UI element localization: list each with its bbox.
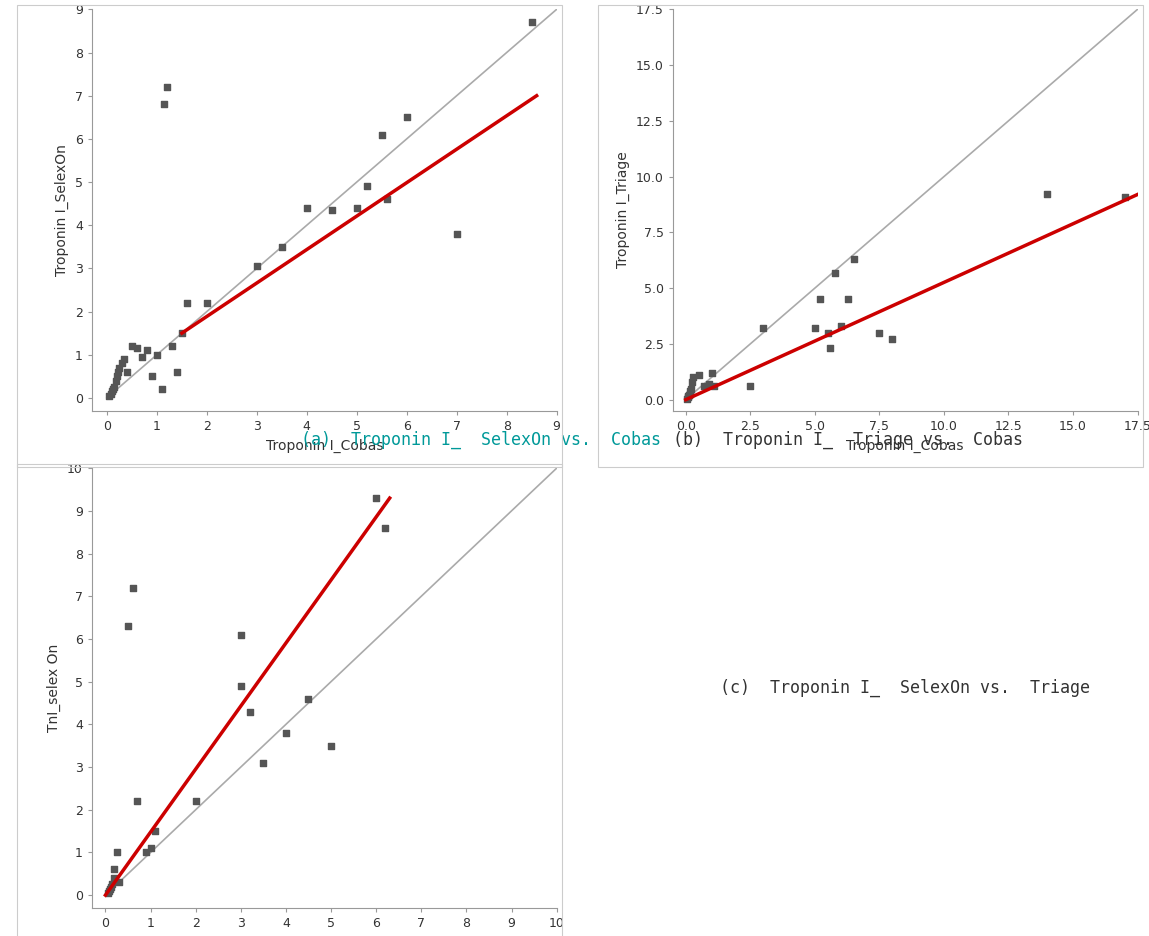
Point [681, 383, 700, 398]
Point [118, 619, 137, 634]
Point [198, 296, 216, 311]
Point [822, 341, 840, 356]
Point [103, 877, 122, 892]
Point [103, 382, 122, 397]
Text: (a)  Troponin I_  SelexOn vs.  Cobas: (a) Troponin I_ SelexOn vs. Cobas [301, 431, 662, 448]
Y-axis label: Troponin I_SelexOn: Troponin I_SelexOn [55, 144, 69, 276]
Point [248, 258, 267, 273]
Point [367, 490, 385, 505]
Point [681, 381, 700, 396]
Text: (c)  Troponin I_  SelexOn vs.  Triage: (c) Troponin I_ SelexOn vs. Triage [720, 679, 1090, 697]
Point [678, 391, 696, 406]
Point [754, 321, 772, 336]
Point [101, 881, 119, 896]
Point [685, 370, 703, 385]
Point [109, 364, 128, 379]
Point [168, 364, 186, 379]
Point [110, 875, 129, 890]
Y-axis label: Troponin I_Triage: Troponin I_Triage [616, 152, 631, 269]
Point [1116, 189, 1134, 204]
Point [323, 202, 341, 217]
Point [128, 794, 146, 809]
Point [142, 369, 161, 384]
Point [689, 368, 708, 383]
Point [99, 885, 117, 900]
Point [102, 386, 121, 401]
Point [679, 388, 697, 402]
Point [832, 318, 850, 333]
Point [100, 388, 118, 403]
Point [107, 373, 125, 388]
Point [299, 692, 317, 707]
Point [153, 382, 171, 397]
Point [115, 352, 133, 367]
Point [186, 794, 205, 809]
Point [148, 347, 167, 362]
Point [705, 379, 724, 394]
Point [172, 326, 191, 341]
Point [106, 862, 124, 877]
Point [818, 326, 836, 341]
Y-axis label: TnI_selex On: TnI_selex On [47, 644, 61, 732]
Point [146, 824, 164, 839]
Point [447, 227, 465, 241]
Point [123, 339, 141, 354]
Point [845, 252, 863, 267]
Point [398, 110, 416, 124]
Point [523, 15, 541, 30]
X-axis label: Troponin I_Cobas: Troponin I_Cobas [847, 438, 964, 453]
Point [157, 80, 176, 95]
Point [357, 179, 376, 194]
Point [695, 379, 714, 394]
Point [128, 341, 146, 356]
Point [108, 845, 126, 860]
Point [101, 879, 119, 894]
Point [372, 127, 391, 142]
Point [240, 704, 259, 719]
Point [298, 200, 316, 215]
Point [102, 384, 121, 399]
Point [138, 343, 156, 358]
Point [141, 841, 160, 856]
Point [232, 627, 250, 642]
Point [322, 739, 340, 753]
Point [272, 240, 291, 255]
Point [178, 296, 196, 311]
Point [106, 380, 124, 395]
Point [232, 679, 250, 694]
Point [163, 339, 182, 354]
Point [123, 580, 141, 595]
Point [679, 388, 697, 403]
Point [132, 349, 151, 364]
Point [811, 292, 830, 307]
Point [884, 332, 902, 347]
Point [679, 390, 697, 405]
Point [378, 192, 396, 207]
Point [700, 376, 718, 391]
Point [100, 884, 118, 899]
Point [347, 200, 365, 215]
Point [108, 369, 126, 384]
Text: (b)  Troponin I_  Triage vs.  Cobas: (b) Troponin I_ Triage vs. Cobas [673, 431, 1023, 448]
X-axis label: Troponin I_Cobas: Troponin I_Cobas [265, 438, 383, 453]
Point [680, 387, 699, 402]
Point [1038, 187, 1056, 202]
Point [155, 96, 173, 111]
Point [137, 845, 155, 860]
Point [277, 725, 295, 740]
Point [113, 356, 131, 371]
Point [683, 374, 701, 389]
Point [870, 326, 888, 341]
Point [839, 292, 857, 307]
Point [702, 365, 720, 380]
Point [254, 755, 272, 770]
Point [376, 520, 394, 535]
Point [110, 360, 129, 375]
Point [741, 379, 759, 394]
Point [805, 321, 824, 336]
Point [117, 364, 136, 379]
Point [826, 265, 845, 280]
Point [105, 870, 123, 885]
